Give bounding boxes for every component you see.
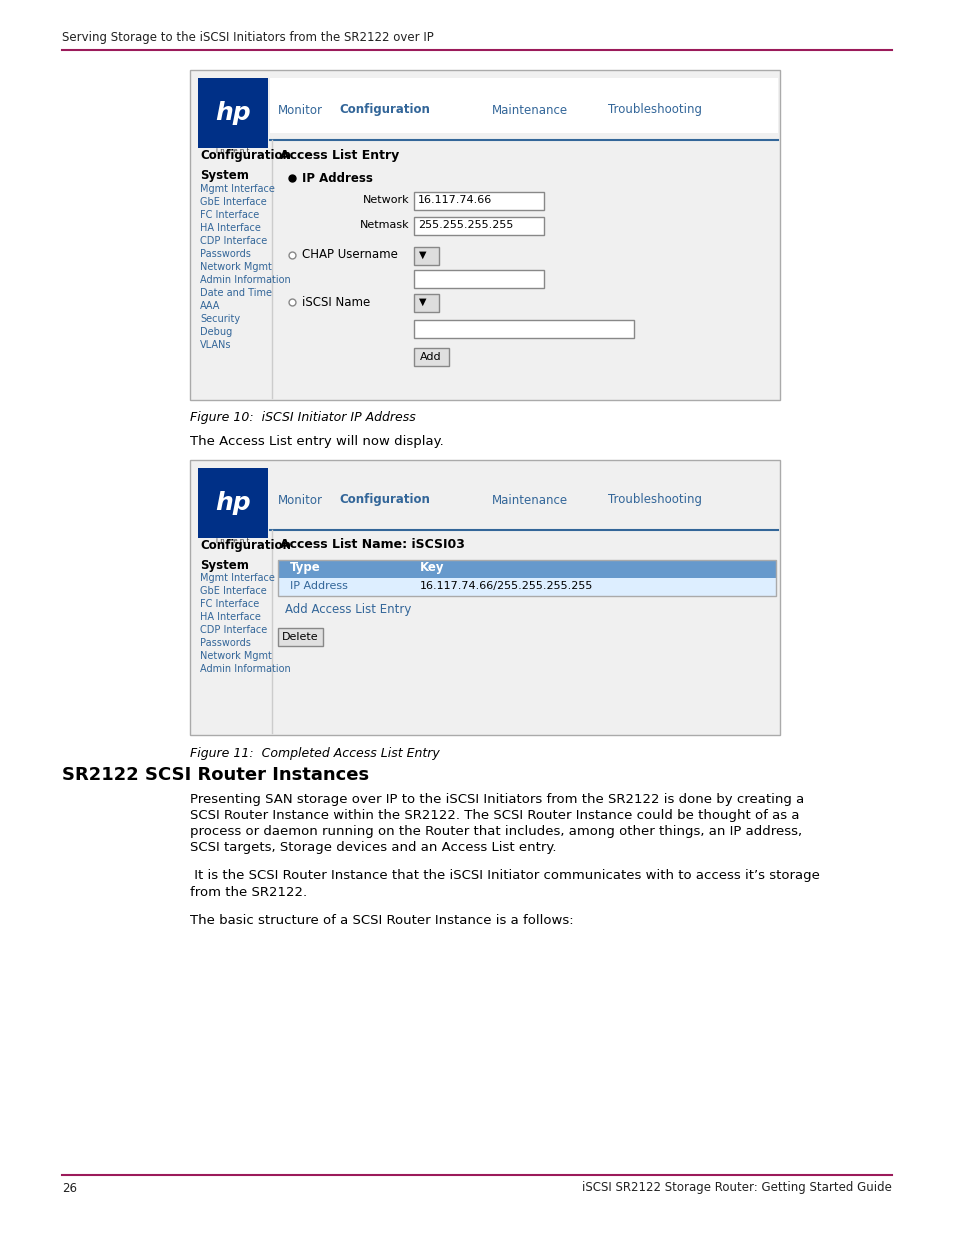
Text: System: System [200, 168, 249, 182]
Text: from the SR2122.: from the SR2122. [190, 885, 307, 899]
Text: IP Address: IP Address [302, 172, 373, 184]
Text: Passwords: Passwords [200, 249, 251, 259]
Text: Maintenance: Maintenance [492, 104, 567, 116]
Text: The basic structure of a SCSI Router Instance is a follows:: The basic structure of a SCSI Router Ins… [190, 914, 573, 926]
Text: Configuration: Configuration [200, 148, 291, 162]
Text: Monitor: Monitor [277, 104, 322, 116]
Bar [414, 294, 438, 312]
Text: 26: 26 [62, 1182, 77, 1194]
Text: Presenting SAN storage over IP to the iSCSI Initiators from the SR2122 is done b: Presenting SAN storage over IP to the iS… [190, 794, 803, 806]
Text: Access List Name: iSCSI03: Access List Name: iSCSI03 [280, 538, 464, 552]
Text: Configuration: Configuration [339, 104, 430, 116]
Text: Configuration: Configuration [200, 538, 291, 552]
Bar [190, 70, 780, 400]
Text: Configuration: Configuration [339, 494, 430, 506]
Text: Figure 10:  iSCSI Initiator IP Address: Figure 10: iSCSI Initiator IP Address [190, 411, 416, 425]
Bar [414, 348, 449, 366]
Text: FC Interface: FC Interface [200, 599, 259, 609]
Text: CDP Interface: CDP Interface [200, 236, 267, 246]
Bar [277, 559, 775, 578]
Text: Mgmt Interface: Mgmt Interface [200, 573, 274, 583]
Bar [198, 468, 268, 538]
Text: process or daemon running on the Router that includes, among other things, an IP: process or daemon running on the Router … [190, 825, 801, 839]
Text: Maintenance: Maintenance [492, 494, 567, 506]
Text: Admin Information: Admin Information [200, 275, 291, 285]
Text: Key: Key [419, 562, 444, 574]
Bar [414, 247, 438, 266]
Bar [277, 559, 775, 597]
Text: i n v e n t: i n v e n t [216, 148, 250, 154]
Bar [414, 191, 543, 210]
Bar [198, 78, 268, 148]
Text: 16.117.74.66: 16.117.74.66 [417, 195, 492, 205]
Text: Troubleshooting: Troubleshooting [607, 494, 701, 506]
Text: Troubleshooting: Troubleshooting [607, 104, 701, 116]
Text: IP Address: IP Address [290, 580, 348, 592]
Text: Network: Network [363, 195, 410, 205]
Text: Figure 11:  Completed Access List Entry: Figure 11: Completed Access List Entry [190, 746, 439, 760]
Text: iSCSI Name: iSCSI Name [302, 295, 370, 309]
Text: hp: hp [215, 101, 251, 125]
Text: hp: hp [215, 492, 251, 515]
Text: Delete: Delete [281, 632, 318, 642]
Text: Security: Security [200, 314, 240, 324]
Text: CHAP Username: CHAP Username [302, 248, 397, 262]
Bar [277, 629, 323, 646]
Bar [270, 78, 778, 133]
Text: AAA: AAA [200, 301, 220, 311]
Text: SR2122 SCSI Router Instances: SR2122 SCSI Router Instances [62, 766, 369, 784]
Text: Date and Time: Date and Time [200, 288, 272, 298]
Text: HA Interface: HA Interface [200, 224, 260, 233]
Text: SCSI targets, Storage devices and an Access List entry.: SCSI targets, Storage devices and an Acc… [190, 841, 556, 855]
Bar [414, 270, 543, 288]
Text: Netmask: Netmask [360, 220, 410, 230]
Text: SCSI Router Instance within the SR2122. The SCSI Router Instance could be though: SCSI Router Instance within the SR2122. … [190, 809, 799, 823]
Text: Monitor: Monitor [277, 494, 322, 506]
Text: i n v e n t: i n v e n t [216, 538, 250, 543]
Text: 255.255.255.255: 255.255.255.255 [417, 220, 513, 230]
Text: Add: Add [419, 352, 441, 362]
Text: Mgmt Interface: Mgmt Interface [200, 184, 274, 194]
Bar [414, 217, 543, 235]
Text: GbE Interface: GbE Interface [200, 585, 267, 597]
Text: ▼: ▼ [418, 296, 426, 308]
Text: HA Interface: HA Interface [200, 613, 260, 622]
Bar [277, 578, 775, 597]
Text: Access List Entry: Access List Entry [280, 148, 399, 162]
Text: Network Mgmt: Network Mgmt [200, 262, 272, 272]
Text: Passwords: Passwords [200, 638, 251, 648]
Text: Debug: Debug [200, 327, 232, 337]
Text: iSCSI SR2122 Storage Router: Getting Started Guide: iSCSI SR2122 Storage Router: Getting Sta… [581, 1182, 891, 1194]
Text: 16.117.74.66/255.255.255.255: 16.117.74.66/255.255.255.255 [419, 580, 593, 592]
Text: Network Mgmt: Network Mgmt [200, 651, 272, 661]
Text: The Access List entry will now display.: The Access List entry will now display. [190, 436, 443, 448]
Text: Type: Type [290, 562, 320, 574]
Bar [414, 320, 634, 338]
Text: Serving Storage to the iSCSI Initiators from the SR2122 over IP: Serving Storage to the iSCSI Initiators … [62, 32, 434, 44]
Text: System: System [200, 558, 249, 572]
Bar [190, 459, 780, 735]
Text: VLANs: VLANs [200, 340, 232, 350]
Text: ▼: ▼ [418, 249, 426, 261]
Text: FC Interface: FC Interface [200, 210, 259, 220]
Text: Admin Information: Admin Information [200, 664, 291, 674]
Text: Add Access List Entry: Add Access List Entry [285, 604, 411, 616]
Text: CDP Interface: CDP Interface [200, 625, 267, 635]
Text: GbE Interface: GbE Interface [200, 198, 267, 207]
Text: It is the SCSI Router Instance that the iSCSI Initiator communicates with to acc: It is the SCSI Router Instance that the … [190, 869, 819, 883]
